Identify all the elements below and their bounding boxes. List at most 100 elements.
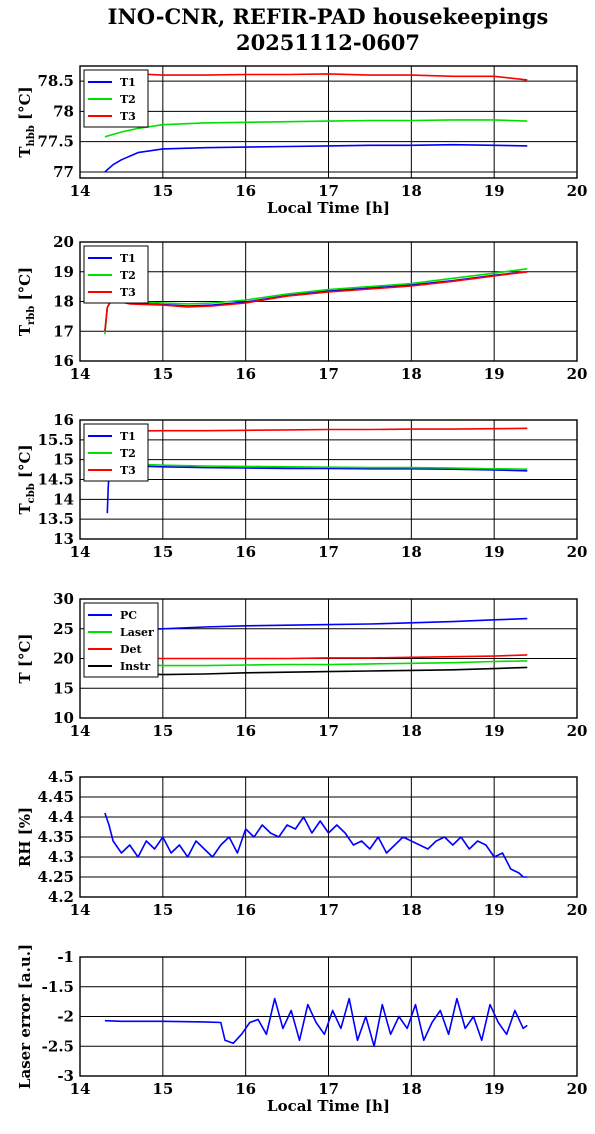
series-line-Laser (104, 660, 528, 667)
panel-6: 14 15 16 17 18 19 20 -3 -2.5 -2 -1.5 -1 Local Time [… (16, 944, 587, 1115)
y-tick-label: 15.5 (37, 431, 74, 449)
y-tick-label: 20 (53, 233, 74, 251)
x-tick-label: 19 (484, 901, 505, 919)
legend-label-T2: T2 (120, 269, 136, 282)
x-tick-label: 20 (567, 901, 588, 919)
x-tick-label: 17 (318, 365, 339, 383)
legend-label-Det: Det (120, 643, 143, 656)
plot-frame (79, 419, 578, 540)
x-tick-label: 18 (401, 901, 422, 919)
x-tick-label: 18 (401, 182, 422, 200)
x-tick-label: 15 (152, 722, 173, 740)
figure-title-line1: INO-CNR, REFIR-PAD housekeepings (108, 4, 549, 29)
x-tick-label: 18 (401, 722, 422, 740)
y-tick-label: -1.5 (42, 978, 74, 996)
legend-box (83, 69, 149, 128)
x-tick-label: 15 (152, 1080, 173, 1098)
y-tick-label: 19 (53, 263, 74, 281)
y-tick-label: 4.3 (48, 848, 74, 866)
y-tick-label: 77.5 (37, 133, 74, 151)
series-line-T3 (121, 427, 528, 432)
y-axis-label: Tcbb [°C] (16, 444, 37, 514)
y-tick-label: 14 (53, 490, 74, 508)
y-tick-label: 13.5 (37, 510, 74, 528)
x-axis-label: Local Time [h] (267, 1097, 390, 1115)
y-tick-label: 78.5 (37, 72, 74, 90)
legend-label-Laser: Laser (120, 626, 154, 639)
x-tick-label: 16 (235, 543, 256, 561)
y-tick-label: 14.5 (37, 471, 74, 489)
series-line-T2 (104, 119, 528, 138)
plot-frame (79, 65, 578, 179)
y-tick-label: 30 (53, 590, 74, 608)
legend-label-T2: T2 (120, 93, 136, 106)
x-tick-label: 14 (70, 182, 91, 200)
legend-label-T2: T2 (120, 447, 136, 460)
x-tick-label: 18 (401, 543, 422, 561)
x-tick-label: 16 (235, 365, 256, 383)
y-tick-label: 10 (53, 709, 74, 727)
y-tick-label: 78 (53, 102, 74, 120)
series-line-PC (104, 617, 528, 632)
y-tick-label: 16 (53, 411, 74, 429)
legend-label-PC: PC (120, 609, 137, 622)
y-tick-label: 18 (53, 293, 74, 311)
y-tick-label: -2.5 (42, 1037, 74, 1055)
y-tick-label: -3 (57, 1067, 74, 1085)
y-axis-label: RH [%] (16, 807, 34, 867)
y-tick-label: 16 (53, 352, 74, 370)
legend-label-T1: T1 (120, 252, 136, 265)
x-tick-label: 19 (484, 182, 505, 200)
x-tick-label: 14 (70, 901, 91, 919)
series-line-T2 (121, 462, 528, 470)
x-tick-label: 14 (70, 1080, 91, 1098)
legend-label-T3: T3 (120, 110, 136, 123)
plot-frame (79, 241, 578, 362)
x-tick-label: 17 (318, 901, 339, 919)
y-axis-label: Trbb [°C] (16, 267, 37, 336)
x-tick-label: 14 (70, 722, 91, 740)
x-tick-label: 14 (70, 365, 91, 383)
y-tick-label: 4.25 (37, 868, 74, 886)
y-tick-label: 25 (53, 620, 74, 638)
x-tick-label: 20 (567, 182, 588, 200)
x-tick-label: 17 (318, 182, 339, 200)
y-axis-label: Laser error [a.u.] (16, 944, 34, 1089)
series-line-Instr (104, 666, 528, 676)
panel-5: 14 15 16 17 18 19 20 4.2 4.25 4.3 4.35 4.4 4.45 4.5 RH… (16, 768, 587, 919)
legend-label-T1: T1 (120, 76, 136, 89)
series-line-T3 (104, 73, 528, 81)
x-tick-label: 16 (235, 182, 256, 200)
x-tick-label: 20 (567, 1080, 588, 1098)
x-tick-label: 17 (318, 1080, 339, 1098)
x-axis-label: Local Time [h] (267, 199, 390, 217)
series-line-s1 (104, 812, 528, 878)
series-line-T1 (106, 462, 528, 514)
plot-frame (79, 956, 578, 1077)
y-tick-label: 4.35 (37, 828, 74, 846)
y-tick-label: 20 (53, 650, 74, 668)
plot-frame (79, 598, 578, 719)
x-tick-label: 15 (152, 901, 173, 919)
x-tick-label: 19 (484, 365, 505, 383)
series-line-Det (104, 654, 528, 660)
x-tick-label: 15 (152, 543, 173, 561)
x-tick-label: 16 (235, 901, 256, 919)
legend: T1 T2 T3 (83, 245, 149, 304)
x-tick-label: 18 (401, 365, 422, 383)
y-tick-label: 17 (53, 322, 74, 340)
x-tick-label: 20 (567, 543, 588, 561)
y-tick-label: -1 (57, 948, 74, 966)
x-tick-label: 18 (401, 1080, 422, 1098)
y-axis-label: T [°C] (16, 633, 34, 683)
x-tick-label: 17 (318, 722, 339, 740)
y-tick-label: 4.4 (48, 808, 74, 826)
y-tick-label: 15 (53, 451, 74, 469)
x-tick-label: 15 (152, 182, 173, 200)
legend-label-T3: T3 (120, 464, 136, 477)
x-tick-label: 16 (235, 722, 256, 740)
plot-frame (79, 776, 578, 898)
legend-label-T1: T1 (120, 430, 136, 443)
